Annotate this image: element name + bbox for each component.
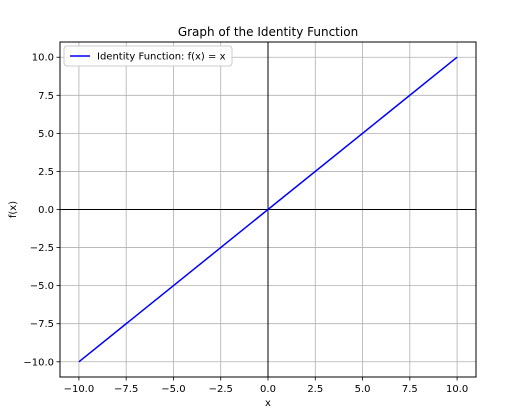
x-tick-label-7: 7.5 [402, 384, 418, 395]
legend-box [63, 45, 233, 67]
y-tick-label-2: −5.0 [30, 281, 54, 292]
y-axis-ticks: −10.0 −7.5 −5.0 −2.5 0.0 2.5 5.0 7.5 10.0 [23, 53, 60, 368]
x-tick-label-2: −5.0 [161, 384, 185, 395]
y-tick-label-3: −2.5 [30, 243, 54, 254]
x-axis-label: x [265, 398, 271, 408]
y-tick-label-5: 2.5 [38, 167, 54, 178]
y-tick-label-8: 10.0 [32, 53, 54, 64]
x-axis-ticks: −10.0 −7.5 −5.0 −2.5 0.0 2.5 5.0 7.5 10.0 [64, 377, 468, 395]
x-tick-label-6: 5.0 [355, 384, 371, 395]
series-lines [78, 56, 458, 363]
x-tick-label-8: 10.0 [446, 384, 468, 395]
x-tick-label-4: 0.0 [260, 384, 276, 395]
chart-title: Graph of the Identity Function [178, 25, 358, 39]
y-tick-label-6: 5.0 [38, 129, 54, 140]
x-tick-label-3: −2.5 [209, 384, 233, 395]
y-tick-label-0: −10.0 [23, 357, 54, 368]
y-tick-label-4: 0.0 [38, 205, 54, 216]
y-tick-label-7: 7.5 [38, 91, 54, 102]
x-tick-label-0: −10.0 [64, 384, 95, 395]
legend: Identity Function: f(x) = x [63, 45, 233, 67]
y-axis-label: f(x) [8, 201, 19, 218]
legend-entry-identity: Identity Function: f(x) = x [97, 52, 226, 63]
series-line-0 [78, 56, 458, 363]
y-tick-label-1: −7.5 [30, 319, 54, 330]
x-tick-label-1: −7.5 [114, 384, 138, 395]
x-tick-label-5: 2.5 [307, 384, 323, 395]
